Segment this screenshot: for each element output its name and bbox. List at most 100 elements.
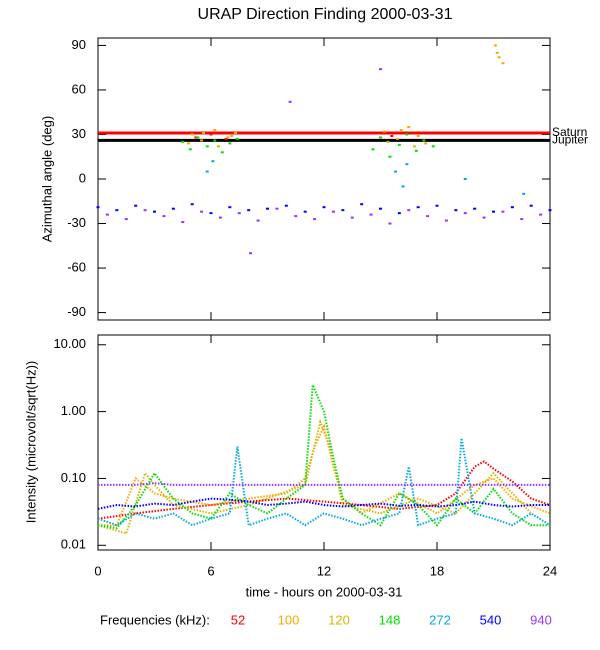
point: [233, 131, 237, 134]
point: [371, 148, 375, 151]
point: [473, 207, 477, 210]
reference-label: Jupiter: [552, 133, 588, 147]
point: [463, 178, 467, 180]
point: [105, 213, 109, 216]
point: [190, 203, 194, 206]
point: [435, 204, 439, 207]
x-tick-label: 24: [543, 563, 557, 578]
point: [341, 209, 345, 212]
point: [386, 140, 390, 143]
legend-entry: 52: [231, 612, 245, 627]
point: [205, 170, 209, 173]
point: [303, 210, 307, 213]
point: [520, 218, 524, 221]
chart-title: URAP Direction Finding 2000-03-31: [198, 6, 453, 23]
point: [548, 209, 552, 212]
point: [275, 207, 279, 210]
y-axis-label: Azimuthal angle (deg): [39, 116, 54, 242]
point: [200, 139, 204, 142]
point: [153, 210, 156, 213]
point: [522, 192, 526, 195]
point: [313, 218, 317, 221]
point: [482, 216, 486, 219]
point: [369, 213, 373, 216]
point: [350, 216, 354, 219]
point: [395, 137, 399, 140]
point: [422, 139, 426, 142]
point: [211, 160, 215, 163]
y-tick-label: 60: [72, 81, 86, 96]
point: [186, 142, 190, 145]
series-line: [98, 423, 551, 527]
plot-frame: [97, 37, 551, 321]
x-tick-label: 0: [94, 563, 101, 578]
point: [414, 149, 418, 152]
y-tick-label: -60: [67, 259, 86, 274]
legend-entry: 148: [379, 612, 401, 627]
x-tick-label: 6: [207, 563, 214, 578]
point: [213, 129, 217, 132]
point: [492, 210, 495, 213]
point: [181, 221, 185, 224]
y-axis-label: Intensity (microvolt/sqrt(Hz)): [23, 361, 38, 524]
point: [497, 56, 501, 59]
point: [205, 145, 209, 148]
point: [388, 222, 392, 225]
point: [399, 129, 403, 132]
y-tick-label: 0.10: [61, 470, 86, 485]
point: [405, 133, 409, 136]
point: [217, 145, 221, 148]
point: [171, 207, 175, 210]
point: [397, 212, 401, 215]
legend-entry: 540: [480, 612, 502, 627]
point: [143, 209, 147, 212]
point: [401, 185, 405, 188]
point: [322, 206, 326, 209]
point: [196, 136, 200, 139]
point: [209, 212, 213, 215]
point: [124, 218, 128, 221]
point: [529, 204, 533, 207]
reference-label: Saturn: [552, 125, 587, 139]
y-tick-label: 1.00: [61, 403, 86, 418]
point: [201, 131, 205, 134]
point: [416, 134, 420, 137]
point: [228, 206, 232, 209]
point: [416, 206, 420, 209]
point: [194, 136, 198, 139]
point: [379, 68, 382, 71]
legend-entry: 272: [429, 612, 451, 627]
point: [379, 207, 382, 210]
series-line: [97, 438, 551, 527]
point: [331, 210, 335, 213]
point: [390, 134, 394, 137]
point: [96, 206, 100, 209]
legend-title: Frequencies (kHz):: [100, 612, 210, 627]
legend-entry: 940: [530, 612, 552, 627]
point: [407, 126, 411, 129]
point: [294, 215, 298, 218]
y-tick-label: 0.01: [61, 537, 86, 552]
point: [256, 219, 260, 222]
point: [226, 136, 230, 139]
point: [394, 170, 398, 173]
point: [539, 213, 543, 216]
point: [407, 209, 411, 212]
series-line: [97, 384, 550, 530]
point: [454, 209, 458, 212]
point: [405, 163, 409, 166]
point: [493, 44, 497, 47]
series-line: [97, 418, 532, 535]
point: [266, 207, 269, 210]
point: [220, 151, 224, 154]
point: [134, 204, 138, 207]
point: [426, 215, 430, 218]
point: [424, 142, 428, 145]
legend-entry: 100: [278, 612, 300, 627]
point: [360, 203, 364, 206]
point: [200, 210, 204, 213]
y-tick-label: -30: [67, 215, 86, 230]
point: [224, 137, 228, 140]
point: [162, 215, 166, 218]
